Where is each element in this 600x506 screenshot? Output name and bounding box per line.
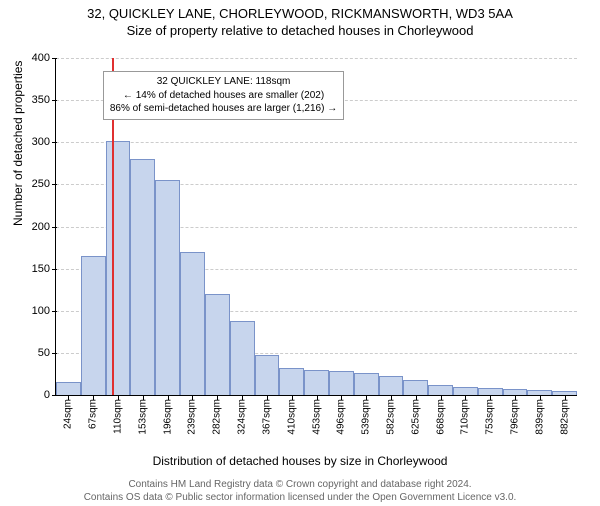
x-tick-label: 239sqm xyxy=(187,395,198,435)
y-tick-label: 350 xyxy=(32,94,56,106)
x-tick-label: 367sqm xyxy=(261,395,272,435)
x-tick-label: 668sqm xyxy=(435,395,446,435)
footer-line-1: Contains HM Land Registry data © Crown c… xyxy=(0,478,600,491)
histogram-bar xyxy=(106,141,131,395)
page-title-address: 32, QUICKLEY LANE, CHORLEYWOOD, RICKMANS… xyxy=(0,6,600,21)
histogram-bar xyxy=(329,371,354,395)
histogram-bar xyxy=(230,321,255,395)
histogram-bar xyxy=(453,387,478,395)
histogram-bar xyxy=(155,180,180,395)
y-tick-label: 0 xyxy=(44,389,56,401)
histogram-bar xyxy=(428,385,453,395)
y-tick-label: 200 xyxy=(32,221,56,233)
x-tick-label: 410sqm xyxy=(286,395,297,435)
y-tick-label: 250 xyxy=(32,178,56,190)
histogram-bar xyxy=(379,376,404,395)
page-subtitle: Size of property relative to detached ho… xyxy=(0,23,600,38)
histogram-bar xyxy=(180,252,205,395)
x-tick-label: 710sqm xyxy=(460,395,471,435)
x-tick-label: 153sqm xyxy=(137,395,148,435)
y-tick-label: 150 xyxy=(32,263,56,275)
x-tick-label: 196sqm xyxy=(162,395,173,435)
x-tick-label: 796sqm xyxy=(509,395,520,435)
histogram-bar xyxy=(304,370,329,395)
x-tick-label: 324sqm xyxy=(237,395,248,435)
x-axis-label: Distribution of detached houses by size … xyxy=(0,454,600,468)
annotation-box: 32 QUICKLEY LANE: 118sqm← 14% of detache… xyxy=(103,71,344,120)
histogram-bar xyxy=(354,373,379,395)
x-tick-label: 282sqm xyxy=(212,395,223,435)
histogram-bar xyxy=(279,368,304,395)
annotation-line: 86% of semi-detached houses are larger (… xyxy=(110,102,337,116)
x-tick-label: 882sqm xyxy=(559,395,570,435)
annotation-line: 32 QUICKLEY LANE: 118sqm xyxy=(110,75,337,89)
annotation-line: ← 14% of detached houses are smaller (20… xyxy=(110,89,337,103)
x-tick-label: 67sqm xyxy=(88,395,99,429)
y-tick-label: 100 xyxy=(32,305,56,317)
x-tick-label: 625sqm xyxy=(410,395,421,435)
x-tick-label: 453sqm xyxy=(311,395,322,435)
histogram-bar xyxy=(205,294,230,395)
footer-attribution: Contains HM Land Registry data © Crown c… xyxy=(0,478,600,504)
chart-plot-area: 05010015020025030035040024sqm67sqm110sqm… xyxy=(55,58,577,396)
y-tick-label: 300 xyxy=(32,136,56,148)
histogram-bar xyxy=(478,388,503,395)
histogram-bar xyxy=(81,256,106,395)
histogram-bar xyxy=(56,382,81,395)
y-axis-label: Number of detached properties xyxy=(11,61,25,226)
histogram-bar xyxy=(403,380,428,395)
x-tick-label: 496sqm xyxy=(336,395,347,435)
y-tick-label: 400 xyxy=(32,52,56,64)
x-tick-label: 24sqm xyxy=(63,395,74,429)
x-tick-label: 539sqm xyxy=(361,395,372,435)
x-tick-label: 839sqm xyxy=(534,395,545,435)
x-tick-label: 110sqm xyxy=(113,395,124,434)
x-tick-label: 582sqm xyxy=(385,395,396,435)
histogram-bar xyxy=(255,355,280,395)
footer-line-2: Contains OS data © Public sector informa… xyxy=(0,491,600,504)
histogram-bar xyxy=(130,159,155,395)
x-tick-label: 753sqm xyxy=(485,395,496,435)
y-tick-label: 50 xyxy=(38,347,56,359)
